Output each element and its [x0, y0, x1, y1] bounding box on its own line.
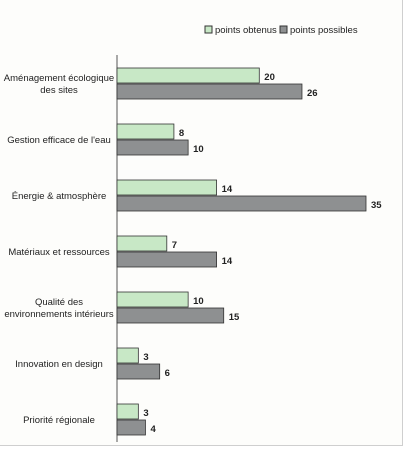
value-label-1-1: 10	[193, 144, 204, 155]
bar-2-1	[116, 195, 367, 212]
value-label-5-1: 6	[165, 368, 170, 379]
value-label-1-0: 8	[179, 128, 184, 139]
value-label-3-1: 14	[222, 256, 233, 267]
bar-6-1	[116, 419, 146, 436]
bar-3-1	[116, 251, 217, 268]
value-label-6-0: 3	[143, 408, 148, 419]
legend-label-0: points obtenus	[215, 25, 277, 36]
value-label-0-1: 26	[307, 88, 318, 99]
category-label-5: Innovation en design	[15, 359, 103, 370]
bar-2-0	[116, 179, 217, 196]
category-label-2: Énergie & atmosphère	[12, 191, 107, 202]
value-label-4-0: 10	[193, 296, 204, 307]
bar-5-1	[116, 363, 161, 380]
value-label-2-1: 35	[371, 200, 382, 211]
value-label-5-0: 3	[143, 352, 148, 363]
bar-5-0	[116, 347, 139, 364]
value-label-2-0: 14	[222, 184, 233, 195]
bar-1-1	[116, 139, 189, 156]
category-labels: Aménagement écologique des sites Gestion e…	[4, 73, 114, 426]
bar-1-0	[116, 123, 175, 140]
bar-4-0	[116, 291, 189, 308]
legend-swatch-1	[279, 25, 288, 34]
category-label-3: Matériaux et ressources	[8, 247, 110, 258]
category-label-1: Gestion efficace de l'eau	[7, 135, 111, 146]
bar-4-1	[116, 307, 225, 324]
value-label-3-0: 7	[172, 240, 177, 251]
legend-label-1: points possibles	[290, 25, 358, 36]
bar-6-0	[116, 403, 139, 420]
bar-3-0	[116, 235, 168, 252]
category-label-6: Priorité régionale	[23, 415, 95, 426]
legend: points obtenus points possibles	[204, 25, 358, 36]
bar-0-1	[116, 83, 303, 100]
value-label-4-1: 15	[229, 312, 240, 323]
value-label-6-1: 4	[150, 424, 156, 435]
value-label-0-0: 20	[264, 72, 275, 83]
category-label-0: Aménagement écologique des sites	[4, 73, 114, 96]
category-label-4: Qualité des environnements intérieurs	[4, 297, 114, 320]
legend-swatch-0	[204, 25, 213, 34]
bar-0-0	[116, 67, 260, 84]
